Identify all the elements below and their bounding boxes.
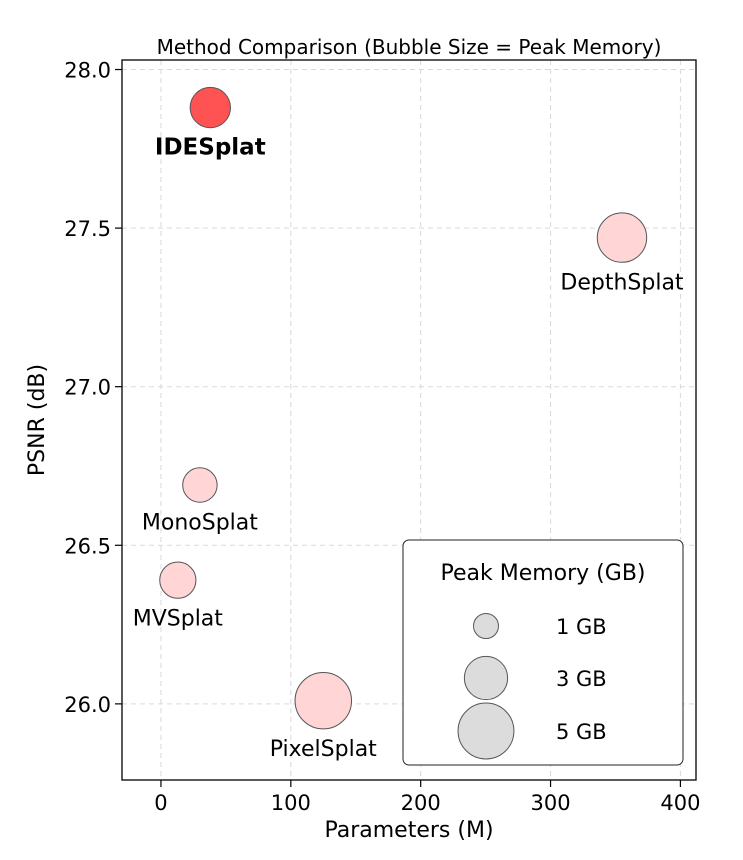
y-axis-label: PSNR (dB) <box>25 364 50 476</box>
legend-label-1-gb: 1 GB <box>556 615 607 639</box>
chart-title: Method Comparison (Bubble Size = Peak Me… <box>157 35 662 59</box>
x-tick-label: 400 <box>660 791 700 815</box>
point-label-idesplat: IDESplat <box>155 135 266 161</box>
plot-area-frame <box>121 59 697 781</box>
legend-label-5-gb: 5 GB <box>556 720 607 744</box>
point-label-monosplat: MonoSplat <box>142 510 258 535</box>
point-label-depthsplat: DepthSplat <box>560 270 684 295</box>
legend-marker-3-gb <box>463 655 509 701</box>
legend: Peak Memory (GB) 1 GB 3 GB 5 GB <box>402 539 684 766</box>
y-tick-label: 26.5 <box>64 534 111 558</box>
x-tick-label: 200 <box>401 791 441 815</box>
y-tick-label: 28.0 <box>64 59 111 83</box>
legend-title: Peak Memory (GB) <box>440 561 645 586</box>
point-monosplat <box>182 467 218 503</box>
x-tick-label: 300 <box>531 791 571 815</box>
point-idesplat <box>189 86 231 129</box>
legend-label-3-gb: 3 GB <box>556 667 607 691</box>
data-points: IDESplat DepthSplat MonoSplat MVSplat PixelS… <box>133 86 684 762</box>
legend-marker-1-gb <box>473 613 499 639</box>
axis-ticks: 0 100 200 300 400 26.0 26.5 27.0 27.5 28.0 <box>64 59 700 815</box>
point-label-pixelsplat: PixelSplat <box>270 737 377 762</box>
legend-marker-5-gb <box>457 702 515 760</box>
point-mvsplat <box>159 561 197 599</box>
y-tick-label: 27.5 <box>64 217 111 241</box>
x-tick-label: 100 <box>271 791 311 815</box>
x-axis-label: Parameters (M) <box>324 818 493 843</box>
point-label-mvsplat: MVSplat <box>133 606 224 631</box>
y-tick-label: 27.0 <box>64 376 111 400</box>
point-depthsplat <box>596 212 648 263</box>
x-tick-label: 0 <box>154 791 167 815</box>
y-tick-label: 26.0 <box>64 693 111 717</box>
point-pixelsplat <box>294 671 353 730</box>
